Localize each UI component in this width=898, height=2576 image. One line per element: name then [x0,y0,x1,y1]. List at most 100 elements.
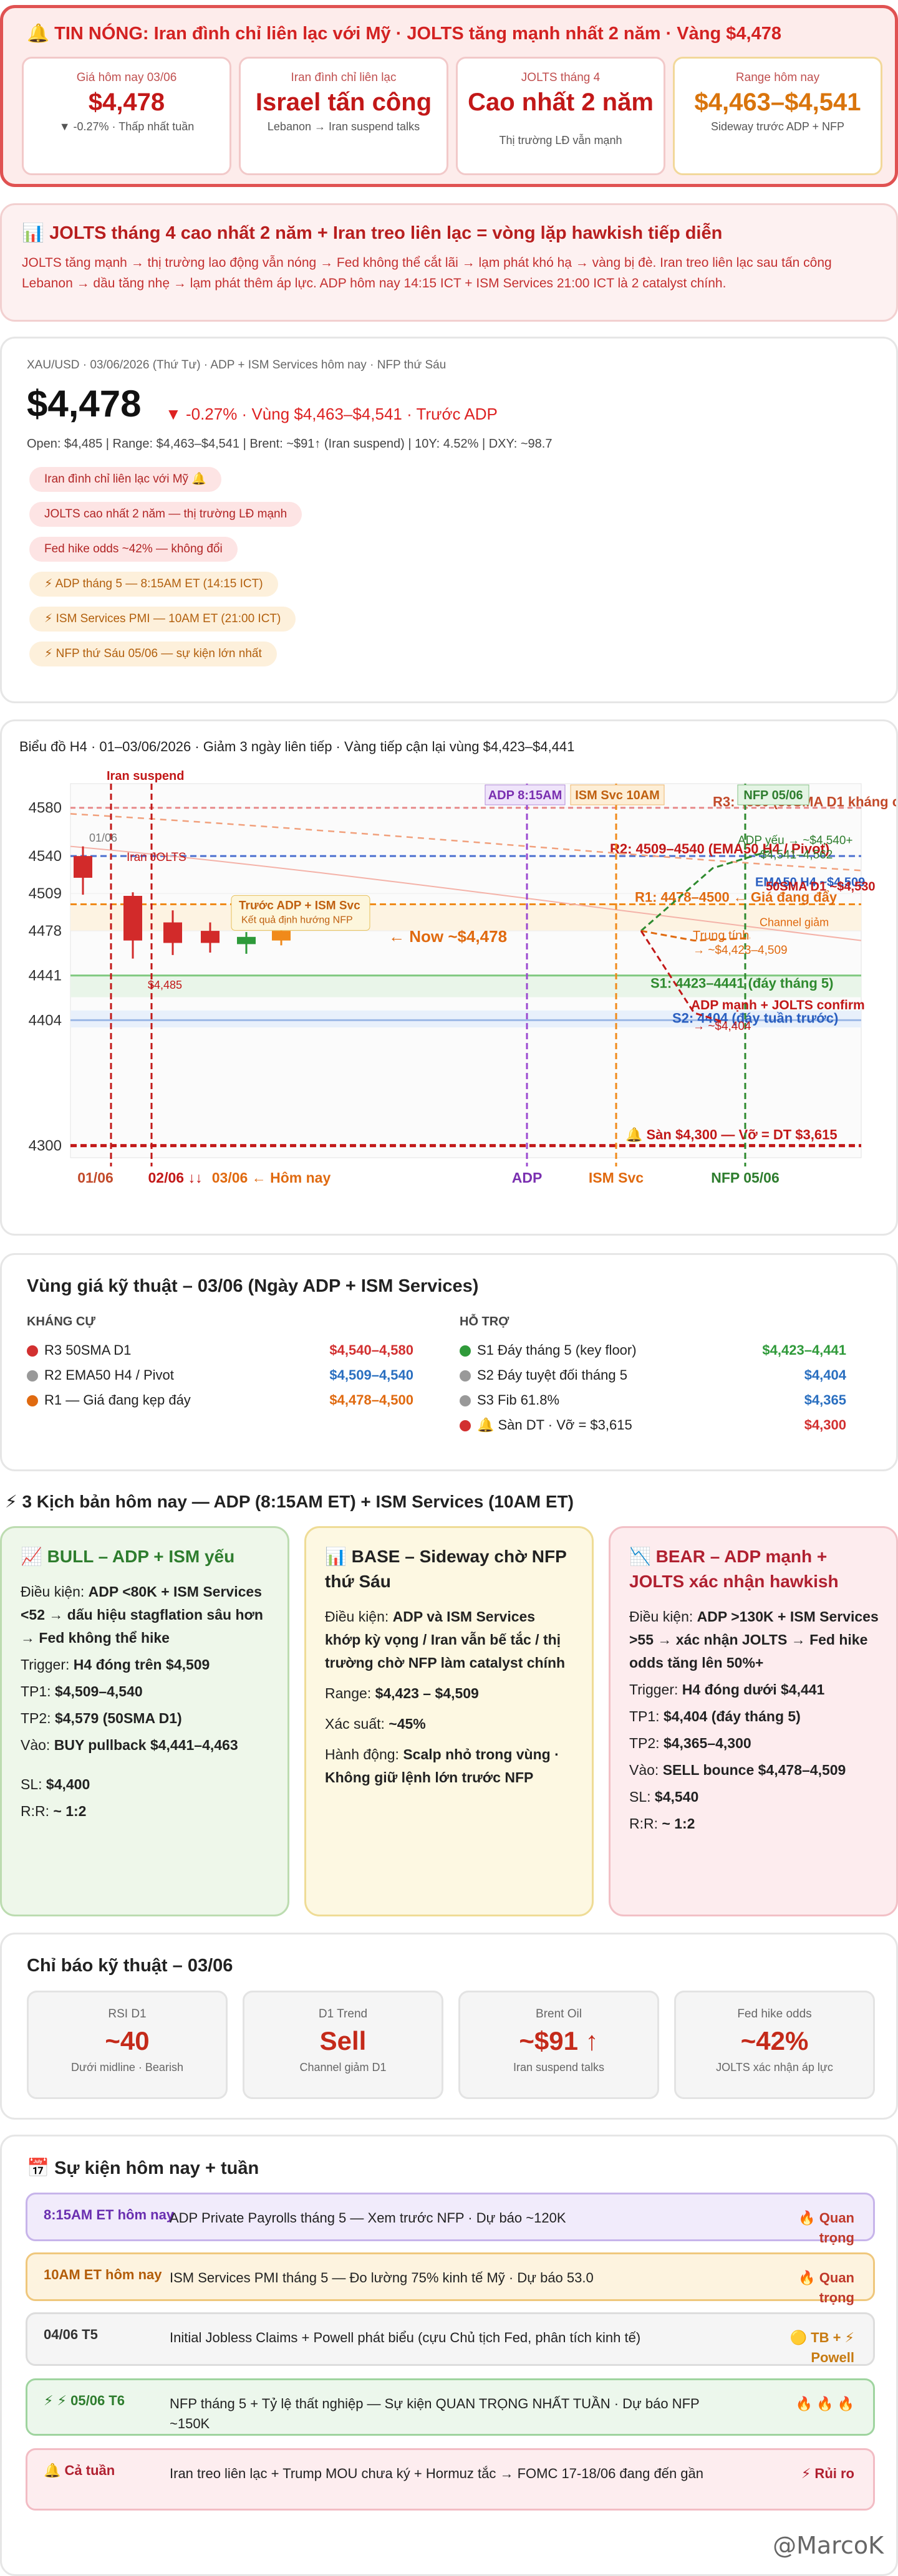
x-tick-label: NFP 05/06 [711,1170,780,1186]
channel-line [70,845,862,941]
level-price: $4,300 [804,1417,846,1433]
level-label-r1: R1: 4478–4500 ← Giá đang đẩy [635,890,838,905]
x-tick-label: 01/06 [77,1170,113,1186]
level-name: R2 EMA50 H4 / Pivot [44,1367,174,1383]
level-dot-icon [460,1420,471,1432]
support-level-0: S1 Đáy tháng 5 (key floor) $4,423–4,441 [460,1342,846,1367]
levels-title: Vùng giá kỹ thuật – 03/06 (Ngày ADP + IS… [27,1276,479,1296]
level-name: 🔔 Sàn DT · Vỡ = $3,615 [477,1417,632,1433]
tag-ism: ⚡ ISM Services PMI — 10AM ET (21:00 ICT) [29,607,296,632]
x-tick-label: ISM Svc [589,1170,644,1186]
tag-iran-jolts: Iran JOLTS [127,851,186,864]
event-badge: 🔥 Quan trọng [798,2270,854,2305]
channel-label: Channel giảm [760,916,829,929]
event-time: 04/06 T5 [44,2327,98,2342]
tag-nfp-box [737,784,809,805]
level-price: $4,404 [804,1367,846,1383]
tag-open: $4,485 [148,979,182,991]
level-label-floor: 🔔 Sàn $4,300 — Vỡ = DT $3,615 [625,1127,838,1143]
event-row: 8:15AM ET hôm nay ADP Private Payrolls th… [26,2193,875,2246]
pre-adp-box [231,895,370,931]
tag-nfp: ⚡ NFP thứ Sáu 05/06 — sự kiện lớn nhất [29,642,277,666]
bull-arrow [640,850,770,932]
event-row: ⚡ ⚡ 05/06 T6 NFP tháng 5 + Tỷ lệ thất ngh… [26,2378,875,2436]
indicator-fed-odds: Fed hike odds ~42% JOLTS xác nhận áp lực [674,1991,875,2099]
level-dot-icon [460,1395,471,1407]
events-title: 📅 Sự kiện hôm nay + tuần [27,2158,259,2178]
level-price: $4,509–4,540 [329,1367,413,1383]
bull-title: 📈 BULL – ADP + ISM yếu [21,1547,235,1566]
tag-ism: ISM Svc 10AM [575,789,660,802]
bull-range-label: ~$4,541–4,562 [753,848,833,862]
level-dot-icon [27,1395,38,1407]
level-name: R3 50SMA D1 [44,1342,132,1358]
indicator-rsi: RSI D1 ~40 Dưới midline · Bearish [27,1991,228,2099]
zone-s2 [70,1010,861,1027]
level-name: S3 Fib 61.8% [477,1392,560,1408]
summary-callout: 📊 JOLTS tháng 4 cao nhất 2 năm + Iran tr… [0,203,898,322]
event-time: 8:15AM ET hôm nay [44,2207,175,2223]
level-price: $4,423–4,441 [762,1342,846,1358]
support-level-2: S3 Fib 61.8% $4,365 [460,1392,846,1417]
resistance-heading: KHÁNG CỰ [27,1315,95,1329]
zone-r1 [70,904,861,931]
y-tick-label: 4441 [29,968,62,984]
support-level-1: S2 Đáy tuyệt đối tháng 5 $4,404 [460,1367,846,1392]
event-time: ⚡ ⚡ 05/06 T6 [44,2393,125,2408]
chart-panel: Biểu đồ H4 · 01–03/06/2026 · Giảm 3 ngày… [0,719,898,1236]
event-desc: Initial Jobless Claims + Powell phát biể… [170,2330,641,2345]
levels-panel: Vùng giá kỹ thuật – 03/06 (Ngày ADP + IS… [0,1253,898,1471]
x-tick-label: 02/06 ↓↓ [148,1170,203,1186]
event-badge: 🟡 TB + ⚡ Powell [789,2330,854,2365]
candle-body [272,931,291,941]
summary-title: 📊 JOLTS tháng 4 cao nhất 2 năm + Iran tr… [22,223,723,243]
resistance-level-2: R1 — Giá đang kẹp đáy $4,478–4,500 [27,1392,413,1417]
neutral-label: Trung tính [693,929,749,943]
level-dot-icon [460,1370,471,1382]
event-time: 🔔 Cả tuần [44,2463,115,2478]
y-tick-label: 4540 [29,848,62,865]
indicator-brent: Brent Oil ~$91 ↑ Iran suspend talks [458,1991,659,2099]
now-label: ← Now ~$4,478 [389,927,507,946]
candle-body [74,856,92,878]
base-title: 📊 BASE – Sideway chờ NFP thứ Sáu [325,1547,567,1591]
event-badge: 🔥 Quan trọng [798,2210,854,2246]
event-time: 10AM ET hôm nay [44,2267,162,2282]
support-heading: HỖ TRỢ [460,1315,509,1329]
level-dot-icon [27,1345,38,1357]
breaking-news-banner: 🔔 TIN NÓNG: Iran đình chỉ liên lạc với M… [0,5,898,187]
y-tick-label: 4509 [29,885,62,902]
event-badge: ⚡ Rủi ro [801,2466,854,2481]
y-tick-label: 4478 [29,923,62,940]
bear-label: ADP mạnh + JOLTS confirm [691,998,865,1012]
bear-target-label: → ~$4,404 [693,1020,751,1033]
stat-price-today: Giá hôm nay 03/06 $4,478 ▼ -0.27% · Thấp… [22,57,231,175]
level-dot-icon [460,1345,471,1357]
zone-s1 [70,975,861,997]
level-name: R1 — Giá đang kẹp đáy [44,1392,191,1408]
event-desc: Iran treo liên lạc + Trump MOU chưa ký +… [170,2466,703,2481]
price-subtitle: XAU/USD · 03/06/2026 (Thứ Tư) · ADP + IS… [27,358,447,372]
price-panel: XAU/USD · 03/06/2026 (Thứ Tư) · ADP + IS… [0,337,898,703]
event-desc: ISM Services PMI tháng 5 — Đo lường 75% … [170,2270,594,2285]
scenario-base: 📊 BASE – Sideway chờ NFP thứ Sáu Điều ki… [304,1526,594,1916]
price-value: $4,478 [27,383,142,425]
tag-adp: ADP 8:15AM [488,789,562,802]
stat-iran: Iran đình chỉ liên lạc Israel tấn công L… [239,57,448,175]
neutral-range-label: → ~$4,423–4,509 [693,944,788,957]
stat-range: Range hôm nay $4,463–$4,541 Sideway trướ… [673,57,882,175]
tag-ism-box [570,784,665,805]
indicator-trend: D1 Trend Sell Channel giảm D1 [243,1991,443,2099]
summary-text: JOLTS tăng mạnh → thị trường lao động vẫ… [22,256,832,291]
tag-iran-suspend: Iran suspend [107,769,184,783]
scenario-bull: 📈 BULL – ADP + ISM yếu Điều kiện: ADP <8… [0,1526,289,1916]
level-dot-icon [27,1370,38,1382]
watermark: @MarcoK [773,2532,884,2559]
event-row: 10AM ET hôm nay ISM Services PMI tháng 5 … [26,2252,875,2305]
level-name: S1 Đáy tháng 5 (key floor) [477,1342,637,1358]
level-price: $4,478–4,500 [329,1392,413,1408]
level-label-r2: R2: 4509–4540 (EMA50 H4 / Pivot) [610,841,829,857]
tag-date: 01/06 [89,832,117,844]
level-label-s2: S2: 4404 (đáy tuần trước) [672,1010,838,1026]
